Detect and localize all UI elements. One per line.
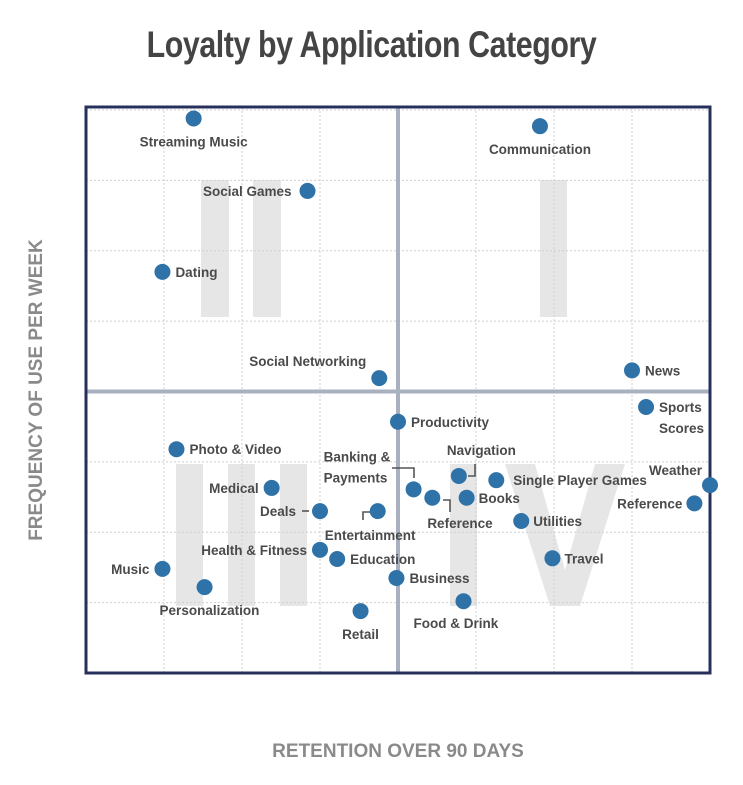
- data-point: [531, 118, 548, 135]
- data-point: [388, 569, 405, 586]
- plot-frame: [84, 105, 712, 675]
- data-point: [154, 560, 171, 577]
- quadrant-ii-watermark: [253, 180, 281, 317]
- label-leader-lines: [302, 464, 476, 520]
- data-point: [263, 479, 280, 496]
- data-point: [624, 362, 640, 379]
- point-label: Education: [350, 552, 415, 567]
- data-point: [488, 472, 505, 489]
- data-point: [329, 550, 346, 567]
- quadrant-iv-watermark: [505, 464, 625, 606]
- quadrant-watermarks: [176, 180, 625, 606]
- point-label: Entertainment: [325, 528, 416, 543]
- point-label: Banking & Payments: [324, 449, 391, 485]
- point-label: Weather: [649, 463, 703, 478]
- point-label: Music: [111, 562, 150, 577]
- chart-title: Loyalty by Application Category: [146, 24, 597, 65]
- x-axis-title: RETENTION OVER 90 DAYS: [272, 741, 524, 762]
- quadrant-ii-watermark: [201, 180, 229, 317]
- point-labels: Streaming Music Communication Social Games…: [111, 134, 704, 642]
- data-point: [312, 503, 328, 520]
- data-point: [390, 413, 406, 430]
- navigation-leader-line: [468, 464, 476, 477]
- point-label: Deals: [260, 504, 296, 519]
- banking-leader-line: [392, 467, 415, 478]
- plot-border: [84, 105, 712, 675]
- data-point: [405, 481, 422, 498]
- point-label: Productivity: [411, 415, 490, 430]
- point-label: Books: [479, 491, 520, 506]
- data-point: [196, 579, 213, 596]
- data-point: [513, 512, 530, 529]
- point-label: Travel: [564, 551, 603, 566]
- point-label: Social Networking: [249, 354, 366, 369]
- point-label: Social Games: [203, 184, 292, 199]
- point-label: Personalization: [160, 603, 260, 618]
- data-point: [638, 398, 655, 415]
- data-point: [686, 495, 703, 512]
- y-axis-title: FREQUENCY OF USE PER WEEK: [26, 239, 47, 541]
- point-label: Food & Drink: [414, 616, 499, 631]
- point-label: Photo & Video: [189, 442, 281, 457]
- point-label: Dating: [175, 265, 217, 280]
- quadrant-iii-watermark: [280, 464, 307, 606]
- point-label: Reference: [427, 516, 493, 531]
- point-label: Sports Scores: [659, 400, 704, 436]
- point-label: Navigation: [447, 443, 516, 458]
- data-point: [168, 441, 185, 458]
- reference-leader-line: [443, 499, 451, 512]
- data-point: [424, 489, 441, 506]
- point-label: Streaming Music: [140, 134, 249, 149]
- point-label: Medical: [209, 481, 259, 496]
- point-label: Utilities: [533, 514, 582, 529]
- data-point: [450, 467, 467, 484]
- data-point: [369, 503, 386, 520]
- data-point: [458, 489, 475, 506]
- point-label: Communication: [489, 142, 591, 157]
- data-point: [154, 263, 171, 280]
- data-point: [185, 110, 202, 127]
- point-label: Single Player Games: [513, 473, 647, 488]
- data-point: [352, 603, 369, 620]
- point-label: Retail: [342, 627, 379, 642]
- quadrant-iv-watermark: [450, 464, 477, 606]
- data-point: [312, 541, 328, 558]
- data-point: [299, 182, 316, 199]
- data-point: [702, 477, 718, 494]
- point-label: Reference: [617, 496, 683, 511]
- point-label: Health & Fitness: [201, 543, 307, 558]
- data-points: [154, 110, 718, 620]
- data-point: [544, 550, 561, 567]
- point-label: News: [645, 363, 680, 378]
- data-point: [455, 593, 472, 610]
- entertainment-leader-line: [362, 511, 370, 520]
- data-point: [371, 370, 388, 387]
- point-label: Business: [409, 571, 469, 586]
